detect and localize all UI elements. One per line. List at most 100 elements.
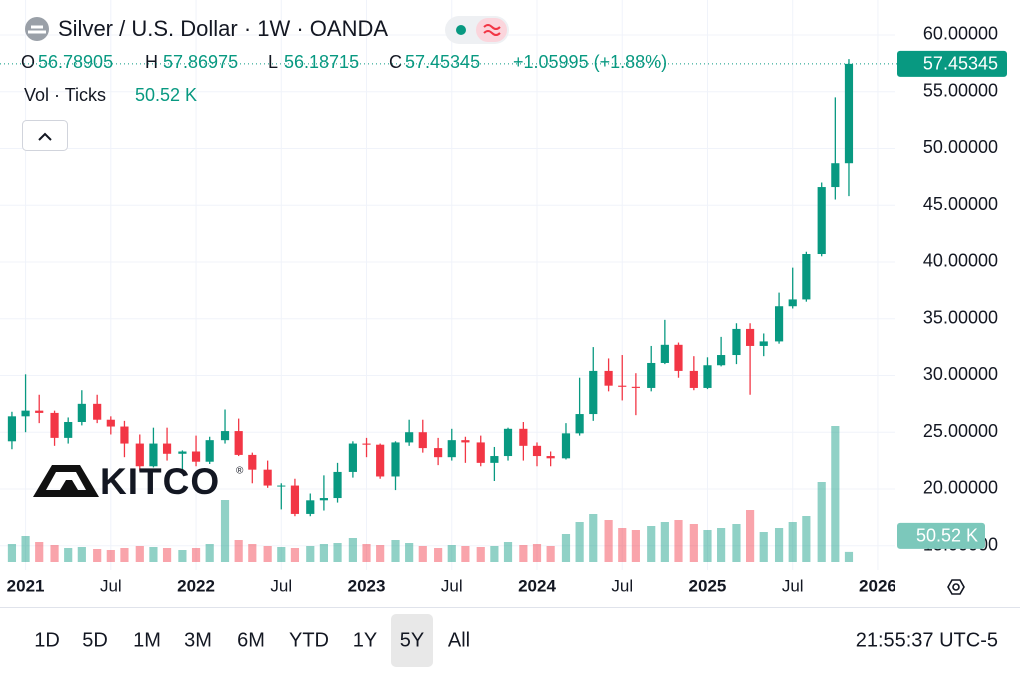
y-tick-label: 35.00000 — [923, 307, 998, 327]
volume-bar — [575, 522, 584, 562]
candle-body — [561, 433, 571, 459]
y-tick-label: 55.00000 — [923, 80, 998, 100]
volume-bar — [561, 534, 571, 562]
x-tick-label: 2023 — [348, 576, 386, 595]
y-tick-label: 20.00000 — [923, 478, 998, 498]
candle-body — [434, 448, 443, 458]
range-toolbar: 1D 5D 1M 3M 6M YTD 1Y 5Y All — [34, 614, 470, 667]
volume-bar — [64, 548, 73, 562]
volume-bar — [532, 544, 542, 562]
candle-body — [660, 344, 669, 363]
range-button[interactable]: All — [448, 629, 470, 651]
settings-icon[interactable] — [947, 579, 965, 595]
range-button[interactable]: 6M — [237, 629, 265, 651]
grid — [0, 0, 895, 570]
candle-body — [162, 443, 172, 454]
volume-bar — [717, 528, 726, 562]
range-button[interactable]: 1M — [133, 629, 161, 651]
candle-body — [234, 431, 243, 455]
volume-bar — [546, 546, 555, 562]
collapse-button[interactable] — [22, 120, 68, 151]
x-tick-label: Jul — [441, 576, 463, 595]
volume-bar — [319, 544, 328, 562]
candle-body — [831, 163, 840, 188]
candle-body — [220, 431, 230, 441]
kitco-logo: KITCO ® — [33, 461, 244, 502]
ohlc-l-label: L — [268, 52, 278, 72]
volume-bar — [447, 545, 456, 562]
volume-bar — [248, 544, 257, 562]
range-button[interactable]: YTD — [289, 629, 329, 651]
volume-bar — [306, 546, 315, 562]
y-tick-label: 30.00000 — [923, 364, 998, 384]
volume-bar — [234, 540, 243, 562]
candle-body — [205, 440, 214, 462]
last-volume-label: 50.52 K — [916, 526, 978, 546]
volume-bar — [817, 482, 826, 562]
volume-bar — [589, 514, 598, 562]
x-tick-label: 2021 — [7, 576, 45, 595]
candle-body — [503, 428, 513, 457]
candle-body — [77, 403, 86, 422]
candle-body — [7, 416, 17, 442]
candle-body — [290, 485, 300, 514]
volume-bar — [831, 426, 840, 562]
candle-body — [759, 341, 768, 346]
candle-body — [418, 432, 427, 449]
candle-body — [306, 500, 315, 514]
volume-bar — [106, 550, 115, 562]
symbol-title[interactable]: Silver / U.S. Dollar · 1W · OANDA — [58, 16, 388, 41]
range-button[interactable]: 3M — [184, 629, 212, 651]
range-button[interactable]: 1Y — [353, 629, 377, 651]
volume-bar — [391, 540, 400, 562]
volume-bar — [220, 500, 230, 562]
range-button[interactable]: 5D — [82, 629, 108, 651]
candle-body — [64, 421, 73, 438]
x-tick-label: 2026 — [859, 576, 897, 595]
candle-body — [788, 299, 797, 307]
candle-body — [774, 306, 784, 342]
logo-text: KITCO — [100, 461, 220, 502]
candle-body — [348, 443, 357, 472]
candle-body — [333, 471, 342, 499]
range-button[interactable]: 1D — [34, 629, 60, 651]
volume-bar — [519, 545, 528, 562]
candle-body — [674, 344, 683, 371]
volume-bar — [604, 520, 613, 562]
x-tick-label: Jul — [782, 576, 804, 595]
symbol-icon-glyph — [28, 25, 46, 34]
candle-body — [689, 370, 698, 388]
volume-bar — [135, 546, 144, 562]
volume-bar — [93, 549, 102, 562]
volume-bar — [263, 546, 272, 562]
x-tick-label: Jul — [100, 576, 122, 595]
volume-bar — [348, 538, 357, 562]
ohlc-high: 57.86975 — [163, 52, 238, 72]
candle-body — [93, 403, 102, 420]
candle-body — [717, 355, 726, 366]
volume-bar — [376, 545, 385, 562]
candle-body — [120, 426, 129, 444]
candle-body — [35, 410, 44, 413]
candle-body — [461, 440, 470, 443]
volume-bar — [21, 536, 30, 562]
y-tick-label: 40.00000 — [923, 251, 998, 271]
volume-bar — [162, 548, 172, 562]
x-tick-label: Jul — [270, 576, 292, 595]
x-tick-label: 2022 — [177, 576, 215, 595]
volume-bar — [7, 544, 17, 562]
last-price-label: 57.45345 — [923, 54, 998, 74]
volume-bar — [503, 542, 513, 562]
x-tick-labels: 2021 Jul 2022 Jul 2023 Jul 2024 Jul 2025 Jul 2026 — [7, 576, 897, 595]
y-tick-label: 50.00000 — [923, 137, 998, 157]
candle-body — [447, 440, 456, 458]
candle-body — [589, 370, 598, 415]
range-button[interactable]: 5Y — [400, 629, 424, 651]
candle-body — [362, 443, 371, 445]
volume-bar — [660, 522, 669, 562]
candle-body — [248, 454, 257, 470]
symbol-icon — [25, 17, 49, 41]
volume-bar — [759, 532, 768, 562]
candle-body — [618, 385, 627, 387]
volume-bar — [405, 543, 414, 562]
